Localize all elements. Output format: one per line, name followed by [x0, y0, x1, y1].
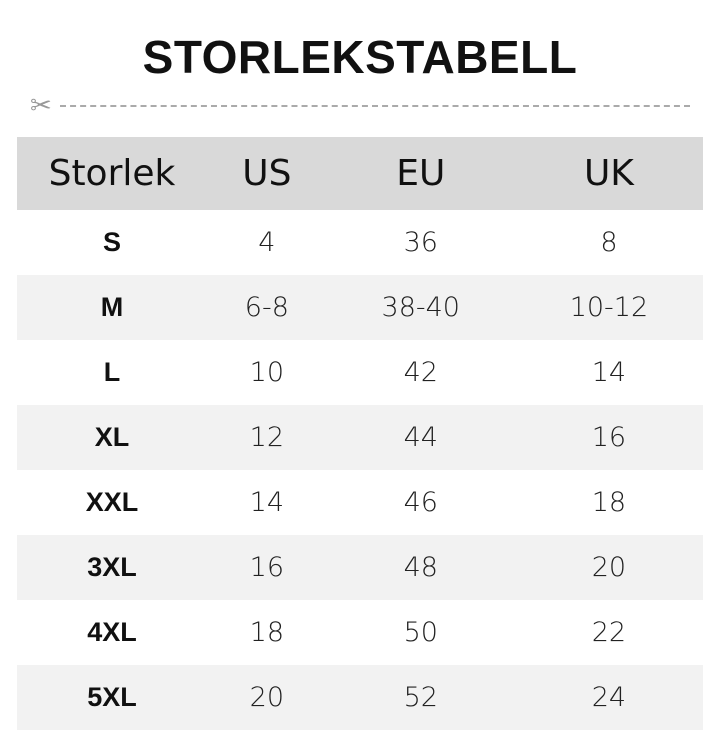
value-cell: 10-12: [514, 275, 703, 340]
value-cell: 50: [403, 617, 438, 648]
table-row: 4XL 18 50 22: [17, 600, 703, 665]
table-row: S 4 36 8: [17, 210, 703, 275]
value-cell: 20: [514, 535, 703, 600]
value-cell: 8: [600, 227, 618, 258]
table-row: M 6-8 38-40 10-12: [17, 275, 703, 340]
table-row: 5XL 20 52 24: [17, 665, 703, 730]
size-cell: M: [17, 275, 207, 340]
size-cell: S: [102, 227, 121, 257]
value-cell: 10: [249, 357, 285, 388]
size-cell: 5XL: [17, 665, 207, 730]
value-cell: 20: [207, 665, 327, 730]
column-header: US: [207, 137, 327, 210]
value-cell: 52: [326, 665, 515, 730]
value-cell: 16: [514, 405, 703, 470]
value-cell: 36: [403, 227, 438, 258]
value-cell: 46: [403, 487, 438, 518]
column-header: Storlek: [17, 137, 207, 210]
size-table: Storlek US EU UK S 4 36 8 M 6-8 38-40 10-12 L 10 42 14…: [17, 137, 703, 730]
table-row: XXL 14 46 18: [17, 470, 703, 535]
table-row: XL 12 44 16: [17, 405, 703, 470]
value-cell: 22: [591, 617, 627, 648]
column-header: UK: [514, 137, 703, 210]
value-cell: 16: [207, 535, 327, 600]
table-row: 3XL 16 48 20: [17, 535, 703, 600]
size-cell: 3XL: [17, 535, 207, 600]
size-cell: XL: [17, 405, 207, 470]
dashed-divider: [60, 105, 690, 107]
value-cell: 4: [258, 227, 276, 258]
table-header-row: Storlek US EU UK: [17, 137, 703, 210]
size-cell: 4XL: [87, 617, 137, 647]
value-cell: 42: [403, 357, 438, 388]
value-cell: 18: [591, 487, 627, 518]
value-cell: 44: [326, 405, 515, 470]
table-row: L 10 42 14: [17, 340, 703, 405]
size-cell: L: [103, 357, 121, 387]
value-cell: 6-8: [207, 275, 327, 340]
value-cell: 38-40: [326, 275, 515, 340]
cut-line: ✂: [30, 90, 690, 120]
value-cell: 18: [249, 617, 285, 648]
value-cell: 48: [326, 535, 515, 600]
scissors-icon: ✂: [30, 90, 52, 120]
column-header: EU: [326, 137, 515, 210]
value-cell: 12: [207, 405, 327, 470]
size-cell: XXL: [85, 487, 139, 517]
page-title: STORLEKSTABELL: [142, 31, 578, 83]
value-cell: 14: [591, 357, 627, 388]
value-cell: 14: [249, 487, 285, 518]
value-cell: 24: [514, 665, 703, 730]
